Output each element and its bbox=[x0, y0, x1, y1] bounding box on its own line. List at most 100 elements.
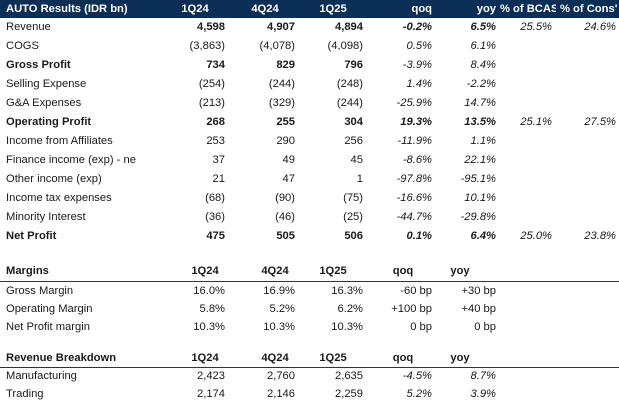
value-qoq: +100 bp bbox=[391, 303, 432, 315]
row-label: Revenue bbox=[6, 21, 51, 33]
pnl-row-revenue: Revenue 4,598 4,907 4,894 -0.2% 6.5% 25.… bbox=[0, 18, 619, 37]
pnl-row-other-income: Other income (exp) 21 47 1 -97.8% -95.1% bbox=[0, 170, 619, 189]
value-1q25: 506 bbox=[344, 230, 363, 242]
value-4q24: 2,760 bbox=[267, 370, 295, 382]
value-bcas: 25.5% bbox=[520, 21, 552, 33]
table-title: AUTO Results (IDR bn) bbox=[6, 3, 128, 15]
value-1q25: (25) bbox=[343, 211, 363, 223]
pnl-row-income-tax: Income tax expenses (68) (90) (75) -16.6… bbox=[0, 189, 619, 208]
value-qoq: 0.1% bbox=[406, 230, 433, 242]
value-1q24: (68) bbox=[205, 192, 225, 204]
value-yoy: 14.7% bbox=[464, 97, 496, 109]
breakdown-header: Revenue Breakdown 1Q24 4Q24 1Q25 qoq yoy bbox=[0, 349, 619, 368]
value-qoq: 0.5% bbox=[406, 40, 433, 52]
row-label: Net Profit bbox=[6, 230, 57, 242]
value-1q24: (36) bbox=[205, 211, 225, 223]
value-1q25: 2,635 bbox=[335, 370, 363, 382]
col-header-yoy: yoy bbox=[450, 352, 470, 364]
margin-row-operating: Operating Margin 5.8% 5.2% 6.2% +100 bp … bbox=[0, 300, 619, 319]
col-header-qoq: qoq bbox=[392, 352, 414, 364]
col-header-4q24: 4Q24 bbox=[261, 265, 289, 277]
row-label: Minority Interest bbox=[6, 211, 86, 223]
value-1q25: (75) bbox=[343, 192, 363, 204]
row-label: Gross Profit bbox=[6, 59, 71, 71]
section-title: Revenue Breakdown bbox=[6, 352, 117, 364]
value-cons: 27.5% bbox=[584, 116, 616, 128]
table-header: AUTO Results (IDR bn) 1Q24 4Q24 1Q25 qoq… bbox=[0, 0, 619, 18]
value-1q24: 5.8% bbox=[199, 303, 226, 315]
value-1q25: 1 bbox=[356, 173, 363, 185]
row-label: Operating Margin bbox=[6, 303, 93, 315]
row-label: Gross Margin bbox=[6, 285, 74, 297]
value-1q25: 6.2% bbox=[337, 303, 364, 315]
value-yoy: 10.1% bbox=[464, 192, 496, 204]
value-4q24: (244) bbox=[268, 78, 295, 90]
value-1q24: 2,174 bbox=[197, 388, 225, 400]
value-cons: 24.6% bbox=[584, 21, 616, 33]
value-qoq: 0 bp bbox=[410, 321, 432, 333]
value-yoy: 6.5% bbox=[470, 21, 497, 33]
value-1q24: 475 bbox=[206, 230, 225, 242]
value-qoq: -3.9% bbox=[402, 59, 432, 71]
pnl-row-finance-income: Finance income (exp) - ne 37 49 45 -8.6%… bbox=[0, 151, 619, 170]
value-qoq: -8.6% bbox=[402, 154, 432, 166]
breakdown-divider bbox=[0, 367, 619, 368]
pnl-row-gross-profit: Gross Profit 734 829 796 -3.9% 8.4% bbox=[0, 56, 619, 75]
section-title: Margins bbox=[6, 265, 49, 277]
value-1q25: 256 bbox=[344, 135, 363, 147]
pnl-row-minority-interest: Minority Interest (36) (46) (25) -44.7% … bbox=[0, 208, 619, 227]
col-header-1q24: 1Q24 bbox=[191, 265, 219, 277]
value-qoq: 19.3% bbox=[400, 116, 432, 128]
col-header-1q24: 1Q24 bbox=[181, 3, 209, 15]
value-1q24: 734 bbox=[206, 59, 225, 71]
col-header-1q25: 1Q25 bbox=[319, 352, 347, 364]
breakdown-row-trading: Trading 2,174 2,146 2,259 5.2% 3.9% bbox=[0, 385, 619, 404]
col-header-bcas: % of BCAS bbox=[500, 3, 556, 15]
row-label: Manufacturing bbox=[6, 370, 77, 382]
value-1q24: 268 bbox=[206, 116, 225, 128]
value-1q24: (213) bbox=[198, 97, 225, 109]
value-qoq: -0.2% bbox=[402, 21, 432, 33]
value-1q24: 10.3% bbox=[193, 321, 225, 333]
value-1q25: 16.3% bbox=[331, 285, 363, 297]
row-label: Net Profit margin bbox=[6, 321, 90, 333]
value-yoy: 3.9% bbox=[470, 388, 497, 400]
value-bcas: 25.0% bbox=[520, 230, 552, 242]
value-bcas: 25.1% bbox=[520, 116, 552, 128]
value-1q24: 4,598 bbox=[197, 21, 225, 33]
value-4q24: 290 bbox=[276, 135, 295, 147]
value-qoq: -11.9% bbox=[397, 135, 432, 147]
row-label: Finance income (exp) - ne bbox=[6, 154, 136, 166]
value-yoy: -95.1% bbox=[460, 173, 496, 185]
value-cons: 23.8% bbox=[584, 230, 616, 242]
pnl-row-selling-expense: Selling Expense (254) (244) (248) 1.4% -… bbox=[0, 75, 619, 94]
value-yoy: 6.4% bbox=[470, 230, 497, 242]
value-4q24: 829 bbox=[276, 59, 295, 71]
row-label: Trading bbox=[6, 388, 44, 400]
value-qoq: -44.7% bbox=[396, 211, 432, 223]
row-label: Income tax expenses bbox=[6, 192, 112, 204]
pnl-row-ga-expenses: G&A Expenses (213) (329) (244) -25.9% 14… bbox=[0, 94, 619, 113]
row-label: COGS bbox=[6, 40, 39, 52]
value-qoq: 5.2% bbox=[406, 388, 433, 400]
value-qoq: -16.6% bbox=[396, 192, 432, 204]
value-1q25: 45 bbox=[350, 154, 363, 166]
col-header-4q24: 4Q24 bbox=[251, 3, 279, 15]
value-4q24: (90) bbox=[275, 192, 295, 204]
value-yoy: 8.7% bbox=[470, 370, 497, 382]
col-header-qoq: qoq bbox=[411, 3, 432, 15]
value-4q24: 4,907 bbox=[267, 21, 295, 33]
value-4q24: 49 bbox=[282, 154, 295, 166]
col-header-yoy: yoy bbox=[476, 3, 496, 15]
value-1q25: (4,098) bbox=[327, 40, 363, 52]
value-1q25: 2,259 bbox=[335, 388, 363, 400]
value-4q24: 10.3% bbox=[263, 321, 295, 333]
value-yoy: -2.2% bbox=[466, 78, 496, 90]
value-4q24: 16.9% bbox=[263, 285, 295, 297]
col-header-1q24: 1Q24 bbox=[191, 352, 219, 364]
value-4q24: 5.2% bbox=[269, 303, 296, 315]
value-4q24: (46) bbox=[275, 211, 295, 223]
value-4q24: (329) bbox=[268, 97, 295, 109]
value-1q24: 21 bbox=[212, 173, 225, 185]
